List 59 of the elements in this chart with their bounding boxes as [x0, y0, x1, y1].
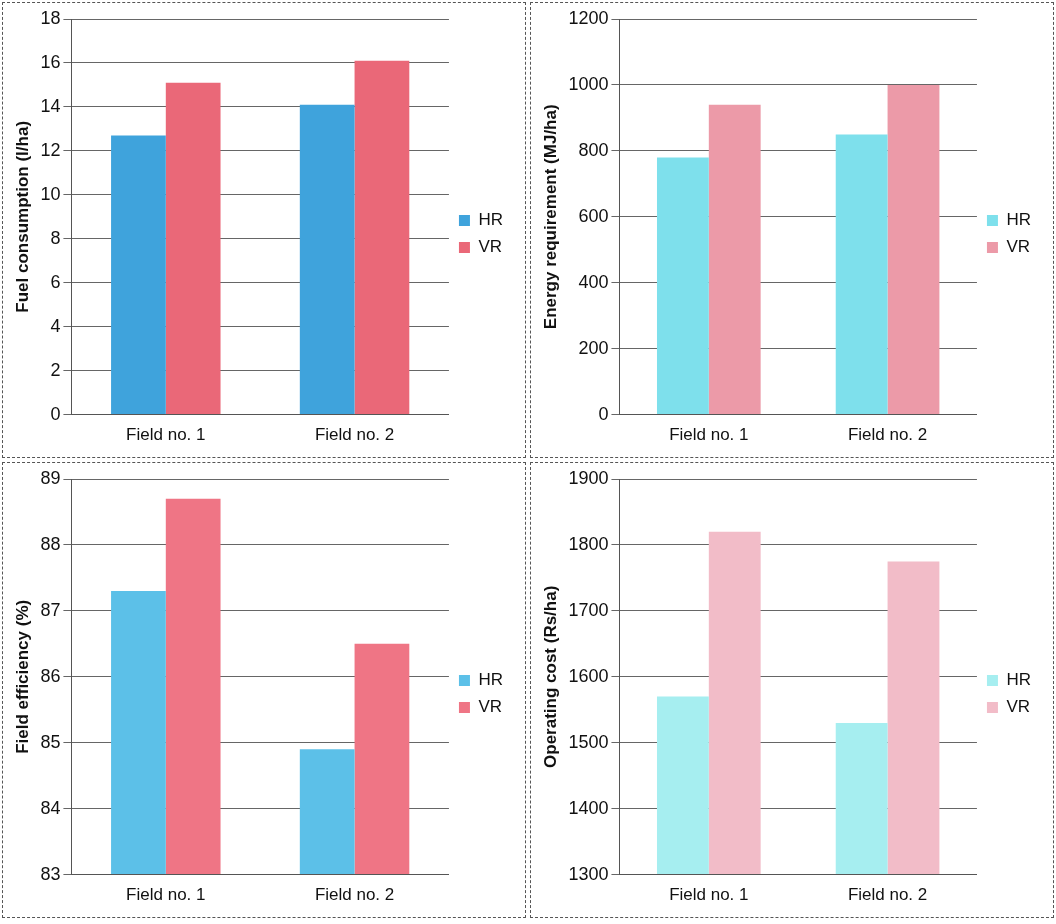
y-tick-label: 1700 — [568, 599, 609, 620]
x-tick-label: Field no. 1 — [669, 885, 749, 905]
y-tick-label: 16 — [40, 51, 61, 72]
y-tick-label: 1200 — [568, 7, 609, 28]
y-tick-label: 1500 — [568, 731, 609, 752]
x-tick-label: Field no. 1 — [126, 425, 206, 445]
y-axis-title: Operating cost (Rs/ha) — [540, 585, 560, 768]
y-tick-label: 86 — [40, 665, 61, 686]
y-axis-title: Field efficiency (%) — [12, 599, 32, 754]
y-tick-label: 0 — [598, 403, 609, 424]
x-tick-label: Field no. 1 — [669, 425, 749, 445]
y-tick-label: 2 — [50, 359, 61, 380]
y-tick-label: 84 — [40, 797, 61, 818]
bar — [299, 104, 355, 415]
y-tick-label: 1900 — [568, 467, 609, 488]
y-tick-label: 400 — [578, 271, 609, 292]
legend-label: VR — [478, 697, 503, 717]
y-tick-label: 600 — [578, 205, 609, 226]
y-tick-label: 10 — [40, 183, 61, 204]
bar — [708, 104, 761, 415]
y-axis-title: Fuel consumption (l/ha) — [12, 120, 32, 313]
y-tick-label: 1800 — [568, 533, 609, 554]
x-tick-label: Field no. 2 — [314, 885, 395, 905]
y-tick-label: 87 — [40, 599, 61, 620]
y-tick-label: 1400 — [568, 797, 609, 818]
y-tick-label: 88 — [40, 533, 61, 554]
bar — [656, 157, 709, 415]
y-tick-label: 6 — [50, 271, 61, 292]
x-tick-label: Field no. 1 — [126, 885, 206, 905]
x-tick-label: Field no. 2 — [314, 425, 395, 445]
legend-label: HR — [1006, 210, 1032, 230]
legend-label: HR — [478, 670, 504, 690]
y-tick-label: 14 — [40, 95, 61, 116]
bar — [887, 84, 940, 415]
legend-label: HR — [478, 210, 504, 230]
y-tick-label: 200 — [578, 337, 609, 358]
legend-label: HR — [1006, 670, 1032, 690]
bar — [165, 82, 221, 415]
x-tick-label: Field no. 2 — [847, 885, 928, 905]
bar — [111, 135, 166, 415]
y-tick-label: 12 — [40, 139, 61, 160]
y-tick-label: 18 — [40, 7, 61, 28]
y-tick-label: 4 — [50, 315, 61, 336]
bar — [354, 60, 410, 415]
legend-label: VR — [1006, 237, 1031, 257]
legend-label: VR — [478, 237, 503, 257]
y-tick-label: 1300 — [568, 863, 609, 884]
y-tick-label: 8 — [50, 227, 61, 248]
y-tick-label: 0 — [50, 403, 61, 424]
y-tick-label: 85 — [40, 731, 61, 752]
y-tick-label: 800 — [578, 139, 609, 160]
bar — [835, 134, 888, 415]
y-tick-label: 89 — [40, 467, 61, 488]
y-tick-label: 83 — [40, 863, 61, 884]
y-axis-title: Energy requirement (MJ/ha) — [540, 104, 560, 330]
legend-label: VR — [1006, 697, 1031, 717]
x-tick-label: Field no. 2 — [847, 425, 928, 445]
y-tick-label: 1000 — [568, 73, 609, 94]
y-tick-label: 1600 — [568, 665, 609, 686]
